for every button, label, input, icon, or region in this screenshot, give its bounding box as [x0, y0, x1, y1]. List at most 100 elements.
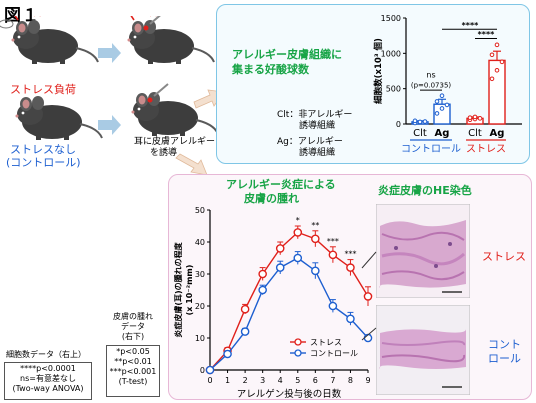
- x-tick-label: 3: [260, 376, 265, 385]
- control-label: ストレスなし: [10, 143, 76, 156]
- ag-definition: Ag：アレルギー: [277, 137, 343, 147]
- data-point: [346, 263, 355, 272]
- data-point: [240, 327, 250, 336]
- data-point: [293, 253, 303, 263]
- x-tick-label: 7: [330, 376, 335, 385]
- he-stain-title: 炎症皮膚のHE染色: [378, 184, 472, 197]
- control-mouse: [14, 95, 103, 141]
- x-axis-label: アレルゲン投与後の日数: [237, 388, 342, 400]
- y-tick-label: 0: [200, 366, 205, 375]
- eosinophil-panel: [216, 4, 530, 164]
- group-label: ストレス: [466, 144, 506, 155]
- eosinophil-bar-chart: 0 500 1000 1500 細胞数(x10³ 個) Clt Ag コントロール Clt Ag ス…: [373, 14, 522, 155]
- swelling-note-title: 皮膚の腫れ データ (右下): [113, 312, 153, 341]
- data-point: [311, 266, 320, 276]
- swelling-line-chart: 0 10 20 30 40 50 0 1 2 3 4 5 6 7 8 9 アレルゲン投与後の日数 炎症皮膚(耳)の…: [173, 206, 373, 400]
- control-mouse-injected: [130, 83, 216, 137]
- figure-label: 図１: [4, 6, 40, 26]
- significance-mark: *: [296, 216, 300, 225]
- data-point: [434, 99, 440, 104]
- swelling-stat-note: *p<0.05 **p<0.01 ***p<0.001 (T-test): [106, 345, 160, 397]
- y-axis-label: 炎症皮膚(耳)の腫れの程度: [173, 241, 183, 337]
- data-point: [258, 269, 267, 279]
- x-tick-label: 5: [295, 376, 300, 385]
- data-point: [489, 76, 495, 82]
- data-point: [275, 244, 285, 253]
- data-point: [240, 304, 250, 314]
- x-tick-label: 1: [225, 376, 230, 385]
- x-tick-label: 6: [313, 376, 318, 385]
- y-axis-label-unit: (x 10⁻²mm): [185, 265, 194, 316]
- data-point: [439, 106, 445, 111]
- y-tick-label: 10: [195, 334, 205, 343]
- sig-label-2: ****: [478, 30, 496, 39]
- data-point: [489, 52, 495, 58]
- data-point: [293, 228, 303, 237]
- data-point: [472, 114, 478, 120]
- cell-note-title: 細胞数データ（右上）: [6, 350, 86, 359]
- data-point: [434, 111, 440, 116]
- series-line: [209, 231, 369, 371]
- data-point: [328, 250, 338, 260]
- arrow-down-right-icon: [175, 153, 208, 176]
- x-tick-label: Ag: [435, 128, 450, 139]
- sig-ns-p-label: (p=0.0735): [411, 81, 452, 89]
- data-point: [328, 301, 338, 311]
- sig-label-1: ****: [462, 21, 480, 30]
- swelling-title-sub: 皮膚の腫れ: [244, 192, 299, 205]
- significance-mark: ***: [344, 250, 356, 259]
- data-point: [467, 115, 473, 120]
- sig-ns-label: ns: [426, 70, 435, 79]
- x-tick-label: Ag: [490, 128, 505, 139]
- data-point: [205, 365, 215, 375]
- induction-label: 耳に皮膚アレルギー: [134, 137, 216, 147]
- x-tick-label: Clt: [413, 128, 427, 139]
- he-control-label-sub: ロール: [488, 352, 521, 365]
- data-point: [223, 349, 232, 359]
- x-tick-label: Clt: [468, 128, 482, 139]
- x-tick-label: 9: [365, 376, 370, 385]
- data-point: [417, 119, 423, 125]
- y-tick-label: 1000: [381, 49, 401, 58]
- legend-marker: [294, 349, 302, 357]
- control-label-sub: (コントロール): [6, 156, 81, 169]
- y-tick-label: 1500: [381, 14, 401, 23]
- he-stress-label: ストレス: [482, 250, 526, 263]
- data-point: [346, 314, 355, 324]
- legend-marker: [294, 338, 302, 346]
- he-stain-image-stress: [376, 204, 470, 298]
- legend-label: コントロール: [310, 349, 358, 358]
- data-point: [499, 59, 505, 65]
- data-point: [363, 292, 373, 301]
- x-tick-label: 2: [243, 376, 248, 385]
- data-point: [444, 102, 450, 108]
- swelling-panel: [168, 174, 532, 400]
- y-tick-label: 20: [195, 302, 205, 311]
- x-tick-label: 4: [278, 376, 283, 385]
- data-point: [494, 67, 500, 73]
- data-point: [494, 42, 500, 48]
- data-point: [412, 118, 418, 124]
- significance-mark: ***: [327, 237, 339, 246]
- group-label: コントロール: [401, 144, 461, 155]
- mice-illustration: [0, 16, 216, 176]
- arrow-right-icon: [98, 115, 121, 135]
- cell-stat-note: ****p<0.0001 ns=有意差なし (Two-way ANOVA): [4, 362, 92, 400]
- y-tick-label: 40: [195, 238, 205, 247]
- x-tick-label: 0: [207, 376, 212, 385]
- he-pointer-lines: [361, 251, 377, 341]
- swelling-title: アレルギー炎症による: [226, 178, 336, 191]
- data-point: [311, 234, 320, 244]
- data-point: [275, 263, 285, 272]
- ag-definition-sub: 誘導組織: [299, 148, 336, 158]
- series-line: [209, 257, 369, 371]
- clt-definition-sub: 誘導組織: [299, 121, 336, 131]
- y-axis-label: 細胞数(x10³ 個): [373, 38, 384, 104]
- y-tick-label: 0: [396, 120, 401, 129]
- legend-label: ストレス: [310, 338, 342, 347]
- he-control-label: コント: [488, 338, 521, 351]
- significance-mark: **: [311, 221, 319, 230]
- eosinophil-title-sub: 集まる好酸球数: [232, 63, 309, 76]
- arrow-up-right-icon: [193, 89, 216, 109]
- clt-definition: Clt：非アレルギー: [277, 110, 353, 120]
